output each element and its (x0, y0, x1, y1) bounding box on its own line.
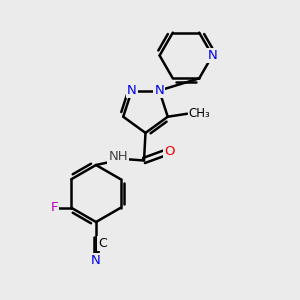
Text: F: F (50, 201, 58, 214)
Text: O: O (164, 145, 175, 158)
Text: N: N (208, 49, 217, 62)
Text: N: N (127, 84, 136, 97)
Text: CH₃: CH₃ (189, 107, 211, 120)
Text: C: C (98, 237, 107, 250)
Text: N: N (154, 84, 164, 97)
Text: N: N (91, 254, 101, 267)
Text: NH: NH (108, 149, 128, 163)
